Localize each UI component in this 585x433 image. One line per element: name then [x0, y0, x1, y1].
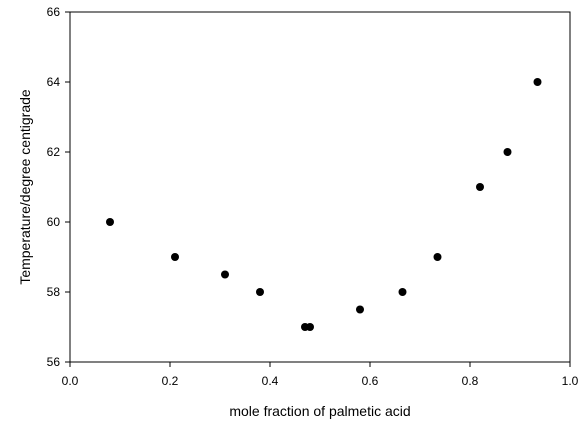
x-axis-title: mole fraction of palmetic acid — [229, 403, 410, 419]
y-tick-label: 64 — [47, 75, 61, 89]
data-point — [356, 305, 364, 314]
data-point — [533, 78, 542, 86]
x-axis: 0.0 0.2 0.4 0.6 0.8 1.0 — [62, 362, 579, 388]
data-point — [221, 270, 229, 279]
x-tick-label: 0.6 — [362, 374, 379, 388]
data-point — [503, 148, 512, 156]
y-tick-label: 60 — [47, 215, 61, 229]
data-point — [433, 253, 442, 261]
y-tick-label: 56 — [47, 355, 61, 369]
data-point — [171, 253, 179, 261]
plot-area — [69, 11, 571, 363]
y-tick-label: 66 — [47, 5, 61, 19]
y-axis: 56 58 60 62 64 66 — [47, 5, 70, 369]
data-point — [476, 183, 484, 191]
data-point — [398, 288, 407, 296]
y-axis-title: Temperature/degree centigrade — [17, 89, 33, 285]
x-tick-label: 1.0 — [562, 374, 579, 388]
data-point — [256, 288, 264, 296]
y-tick-label: 62 — [47, 145, 61, 159]
x-tick-label: 0.4 — [262, 374, 279, 388]
data-point — [306, 323, 314, 331]
x-tick-label: 0.0 — [62, 374, 79, 388]
data-points — [106, 78, 542, 331]
data-point — [106, 218, 114, 226]
y-tick-label: 58 — [47, 285, 61, 299]
x-tick-label: 0.8 — [462, 374, 479, 388]
x-tick-label: 0.2 — [162, 374, 179, 388]
